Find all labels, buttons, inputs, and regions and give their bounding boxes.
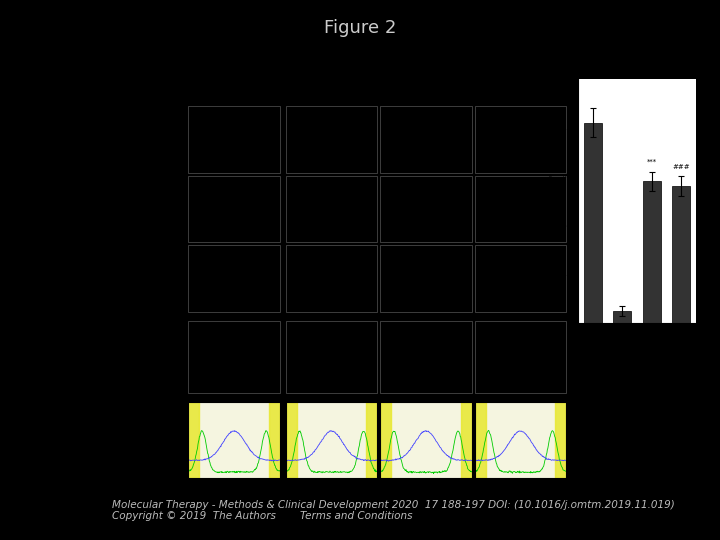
Text: hH723R-pandrin: hH723R-pandrin: [123, 73, 181, 79]
Text: -: -: [323, 86, 325, 94]
Bar: [613, 311, 631, 323]
Text: +: +: [498, 72, 505, 81]
FancyBboxPatch shape: [474, 245, 566, 312]
FancyBboxPatch shape: [286, 321, 377, 393]
Text: Terms and Conditions: Terms and Conditions: [300, 511, 413, 522]
Text: -: -: [411, 58, 414, 67]
Text: Merge: Merge: [150, 349, 174, 358]
Bar: [189, 402, 199, 478]
Text: Signal intensity
(Normalized values): Signal intensity (Normalized values): [94, 408, 104, 471]
FancyBboxPatch shape: [380, 321, 472, 393]
Text: ###: ###: [672, 164, 690, 170]
Text: +: +: [232, 58, 239, 67]
Text: -: -: [234, 86, 237, 94]
Bar: [461, 402, 472, 478]
Text: 50 µl: 50 µl: [491, 86, 512, 94]
Bar: [286, 402, 297, 478]
FancyBboxPatch shape: [286, 176, 377, 242]
Bar: [643, 181, 661, 323]
Text: -: -: [500, 58, 503, 67]
Text: A: A: [117, 46, 130, 61]
Bar: [672, 186, 690, 323]
Bar: [269, 402, 280, 478]
FancyBboxPatch shape: [474, 321, 566, 393]
FancyBboxPatch shape: [380, 176, 472, 242]
Text: B: B: [536, 62, 549, 77]
Text: Distance (µm): Distance (µm): [389, 482, 443, 491]
Text: +: +: [409, 72, 416, 81]
Text: Copyright © 2019  The Authors: Copyright © 2019 The Authors: [112, 511, 282, 522]
Text: Figure 2: Figure 2: [324, 19, 396, 37]
FancyBboxPatch shape: [474, 176, 566, 242]
Text: WT-pandrin: WT-pandrin: [123, 59, 163, 65]
FancyBboxPatch shape: [189, 106, 280, 173]
FancyBboxPatch shape: [286, 245, 377, 312]
Text: Molecular Therapy - Methods & Clinical Development 2020  17 188-197 DOI: (10.101: Molecular Therapy - Methods & Clinical D…: [112, 500, 675, 510]
Text: +: +: [320, 72, 328, 81]
Text: 10 µl: 10 µl: [402, 86, 423, 94]
Text: DAPI: DAPI: [153, 132, 171, 141]
FancyBboxPatch shape: [380, 106, 472, 173]
Text: Pendrin
(anti-Flag): Pendrin (anti-Flag): [142, 265, 181, 285]
Text: JEV: 10⁴ pfu/ml: JEV: 10⁴ pfu/ml: [614, 68, 660, 73]
Text: ***: ***: [647, 159, 657, 165]
FancyBboxPatch shape: [380, 245, 472, 312]
Text: -: -: [323, 58, 325, 67]
Bar: [380, 402, 391, 478]
FancyBboxPatch shape: [286, 106, 377, 173]
Text: -: -: [234, 72, 237, 81]
Bar: [555, 402, 566, 478]
FancyBboxPatch shape: [474, 106, 566, 173]
FancyBboxPatch shape: [189, 176, 280, 242]
Bar: [366, 402, 377, 478]
Text: JEV (10⁴ pfu/ml): JEV (10⁴ pfu/ml): [123, 86, 179, 94]
FancyBboxPatch shape: [189, 321, 280, 393]
FancyBboxPatch shape: [189, 245, 280, 312]
Text: DNAJC14: DNAJC14: [145, 201, 179, 210]
Bar: [474, 402, 486, 478]
Bar: [584, 123, 602, 323]
Y-axis label: Plasma membrane
fraction: Plasma membrane fraction: [549, 175, 560, 227]
